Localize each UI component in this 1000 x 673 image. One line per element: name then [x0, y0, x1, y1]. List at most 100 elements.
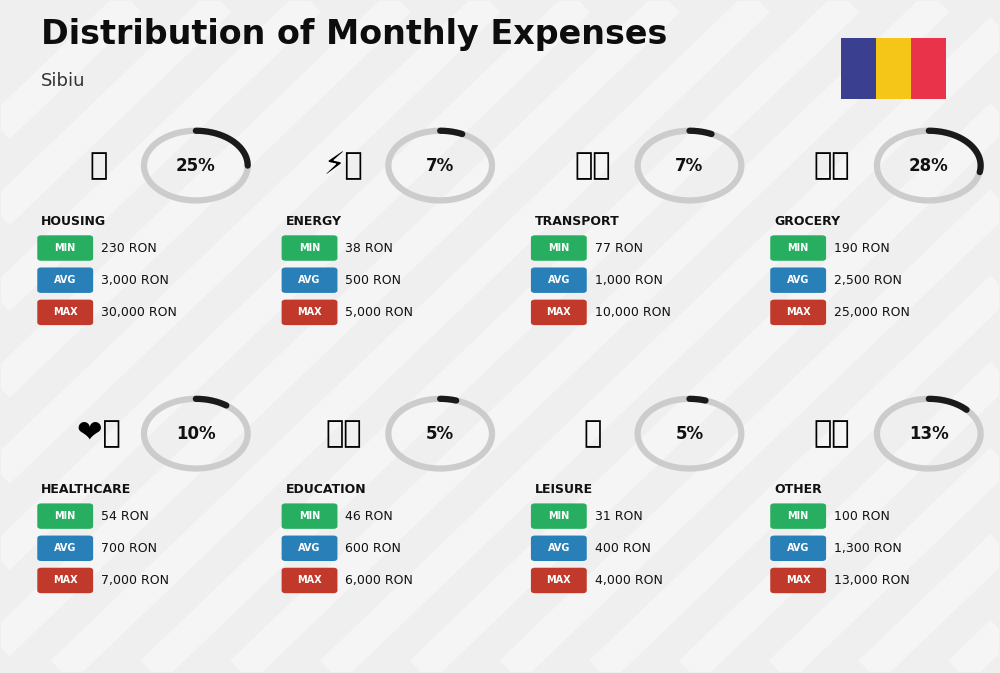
Text: 7%: 7% [675, 157, 704, 174]
FancyBboxPatch shape [37, 503, 93, 529]
Text: 31 RON: 31 RON [595, 509, 642, 523]
Text: 🛒🌿: 🛒🌿 [814, 151, 850, 180]
Text: 500 RON: 500 RON [345, 274, 401, 287]
FancyBboxPatch shape [531, 568, 587, 593]
FancyBboxPatch shape [770, 503, 826, 529]
Text: MIN: MIN [548, 243, 569, 253]
FancyBboxPatch shape [770, 568, 826, 593]
Text: 46 RON: 46 RON [345, 509, 393, 523]
FancyBboxPatch shape [282, 299, 337, 325]
Text: 💰💼: 💰💼 [814, 419, 850, 448]
FancyBboxPatch shape [531, 536, 587, 561]
FancyBboxPatch shape [37, 267, 93, 293]
Text: 25,000 RON: 25,000 RON [834, 306, 910, 319]
Text: MAX: MAX [297, 308, 322, 318]
Text: 25%: 25% [176, 157, 216, 174]
Text: AVG: AVG [54, 275, 76, 285]
Text: 1,000 RON: 1,000 RON [595, 274, 663, 287]
Text: 13%: 13% [909, 425, 949, 443]
Text: OTHER: OTHER [774, 483, 822, 495]
Text: ❤️➕: ❤️➕ [77, 419, 121, 448]
Bar [841, 38, 876, 98]
FancyBboxPatch shape [531, 299, 587, 325]
Text: 230 RON: 230 RON [101, 242, 157, 254]
Text: ⚡🏠: ⚡🏠 [324, 151, 363, 180]
Text: 5,000 RON: 5,000 RON [345, 306, 413, 319]
FancyBboxPatch shape [770, 267, 826, 293]
Text: 13,000 RON: 13,000 RON [834, 574, 910, 587]
FancyBboxPatch shape [282, 503, 337, 529]
Text: HEALTHCARE: HEALTHCARE [41, 483, 132, 495]
Text: AVG: AVG [298, 275, 321, 285]
Text: 100 RON: 100 RON [834, 509, 890, 523]
Text: AVG: AVG [548, 543, 570, 553]
Bar [911, 38, 946, 98]
Text: MAX: MAX [53, 308, 78, 318]
Text: MIN: MIN [55, 243, 76, 253]
Text: GROCERY: GROCERY [774, 215, 840, 227]
Text: 10%: 10% [176, 425, 216, 443]
Text: Distribution of Monthly Expenses: Distribution of Monthly Expenses [41, 18, 668, 51]
Text: 4,000 RON: 4,000 RON [595, 574, 663, 587]
FancyBboxPatch shape [531, 236, 587, 260]
Text: MAX: MAX [786, 575, 810, 586]
Text: EDUCATION: EDUCATION [286, 483, 366, 495]
Text: 1,300 RON: 1,300 RON [834, 542, 902, 555]
Text: MIN: MIN [299, 243, 320, 253]
Text: 77 RON: 77 RON [595, 242, 643, 254]
Text: MIN: MIN [788, 243, 809, 253]
Text: 🏙️: 🏙️ [90, 151, 108, 180]
Text: ENERGY: ENERGY [286, 215, 342, 227]
Text: 🎓📚: 🎓📚 [325, 419, 362, 448]
Text: 400 RON: 400 RON [595, 542, 651, 555]
Text: 600 RON: 600 RON [345, 542, 401, 555]
Text: 38 RON: 38 RON [345, 242, 393, 254]
FancyBboxPatch shape [282, 236, 337, 260]
Text: AVG: AVG [298, 543, 321, 553]
Text: AVG: AVG [548, 275, 570, 285]
FancyBboxPatch shape [531, 503, 587, 529]
Text: 🛍️: 🛍️ [584, 419, 602, 448]
Text: MIN: MIN [548, 511, 569, 521]
Text: MIN: MIN [299, 511, 320, 521]
Text: AVG: AVG [54, 543, 76, 553]
FancyBboxPatch shape [770, 536, 826, 561]
Text: MIN: MIN [788, 511, 809, 521]
Text: MAX: MAX [786, 308, 810, 318]
Text: LEISURE: LEISURE [535, 483, 593, 495]
FancyBboxPatch shape [37, 299, 93, 325]
Text: 5%: 5% [675, 425, 704, 443]
Text: MAX: MAX [297, 575, 322, 586]
Text: MAX: MAX [547, 308, 571, 318]
FancyBboxPatch shape [531, 267, 587, 293]
Text: 7,000 RON: 7,000 RON [101, 574, 169, 587]
Text: 5%: 5% [426, 425, 454, 443]
Text: MAX: MAX [53, 575, 78, 586]
Text: 3,000 RON: 3,000 RON [101, 274, 169, 287]
Text: 🚌🚗: 🚌🚗 [574, 151, 611, 180]
Text: MIN: MIN [55, 511, 76, 521]
Text: AVG: AVG [787, 275, 809, 285]
Text: TRANSPORT: TRANSPORT [535, 215, 620, 227]
FancyBboxPatch shape [37, 568, 93, 593]
Text: 6,000 RON: 6,000 RON [345, 574, 413, 587]
Text: 54 RON: 54 RON [101, 509, 149, 523]
Text: 28%: 28% [909, 157, 949, 174]
FancyBboxPatch shape [770, 236, 826, 260]
FancyBboxPatch shape [282, 267, 337, 293]
Text: 190 RON: 190 RON [834, 242, 890, 254]
Text: 2,500 RON: 2,500 RON [834, 274, 902, 287]
FancyBboxPatch shape [37, 236, 93, 260]
Text: 10,000 RON: 10,000 RON [595, 306, 671, 319]
FancyBboxPatch shape [282, 568, 337, 593]
Text: 30,000 RON: 30,000 RON [101, 306, 177, 319]
Text: 7%: 7% [426, 157, 454, 174]
Text: AVG: AVG [787, 543, 809, 553]
Bar [876, 38, 911, 98]
FancyBboxPatch shape [37, 536, 93, 561]
Text: MAX: MAX [547, 575, 571, 586]
FancyBboxPatch shape [770, 299, 826, 325]
Text: Sibiu: Sibiu [41, 72, 86, 90]
Text: HOUSING: HOUSING [41, 215, 106, 227]
Text: 700 RON: 700 RON [101, 542, 157, 555]
